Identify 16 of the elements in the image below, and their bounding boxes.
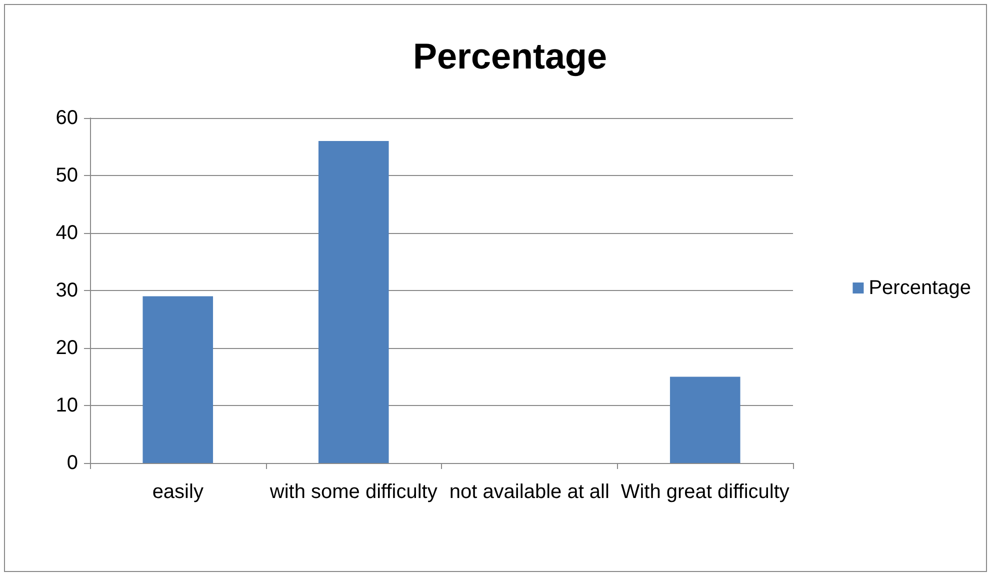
y-tick-label: 60 <box>56 107 78 129</box>
x-tick-label: With great difficulty <box>620 481 790 503</box>
y-tick-label: 50 <box>56 164 78 186</box>
x-tick-label: with some difficulty <box>268 481 438 503</box>
chart-title: Percentage <box>412 36 608 76</box>
bar <box>142 296 214 463</box>
legend-label: Percentage <box>868 277 971 299</box>
y-tick-label: 20 <box>56 337 78 359</box>
y-tick-label: 10 <box>56 394 78 416</box>
y-tick-label: 0 <box>66 452 78 474</box>
y-tick-label: 40 <box>56 222 78 244</box>
x-tick-label: not available at all <box>449 481 610 503</box>
y-tick-label: 30 <box>56 280 78 302</box>
bar <box>318 141 389 463</box>
x-tick-label: easily <box>152 481 204 503</box>
bar <box>670 376 740 463</box>
